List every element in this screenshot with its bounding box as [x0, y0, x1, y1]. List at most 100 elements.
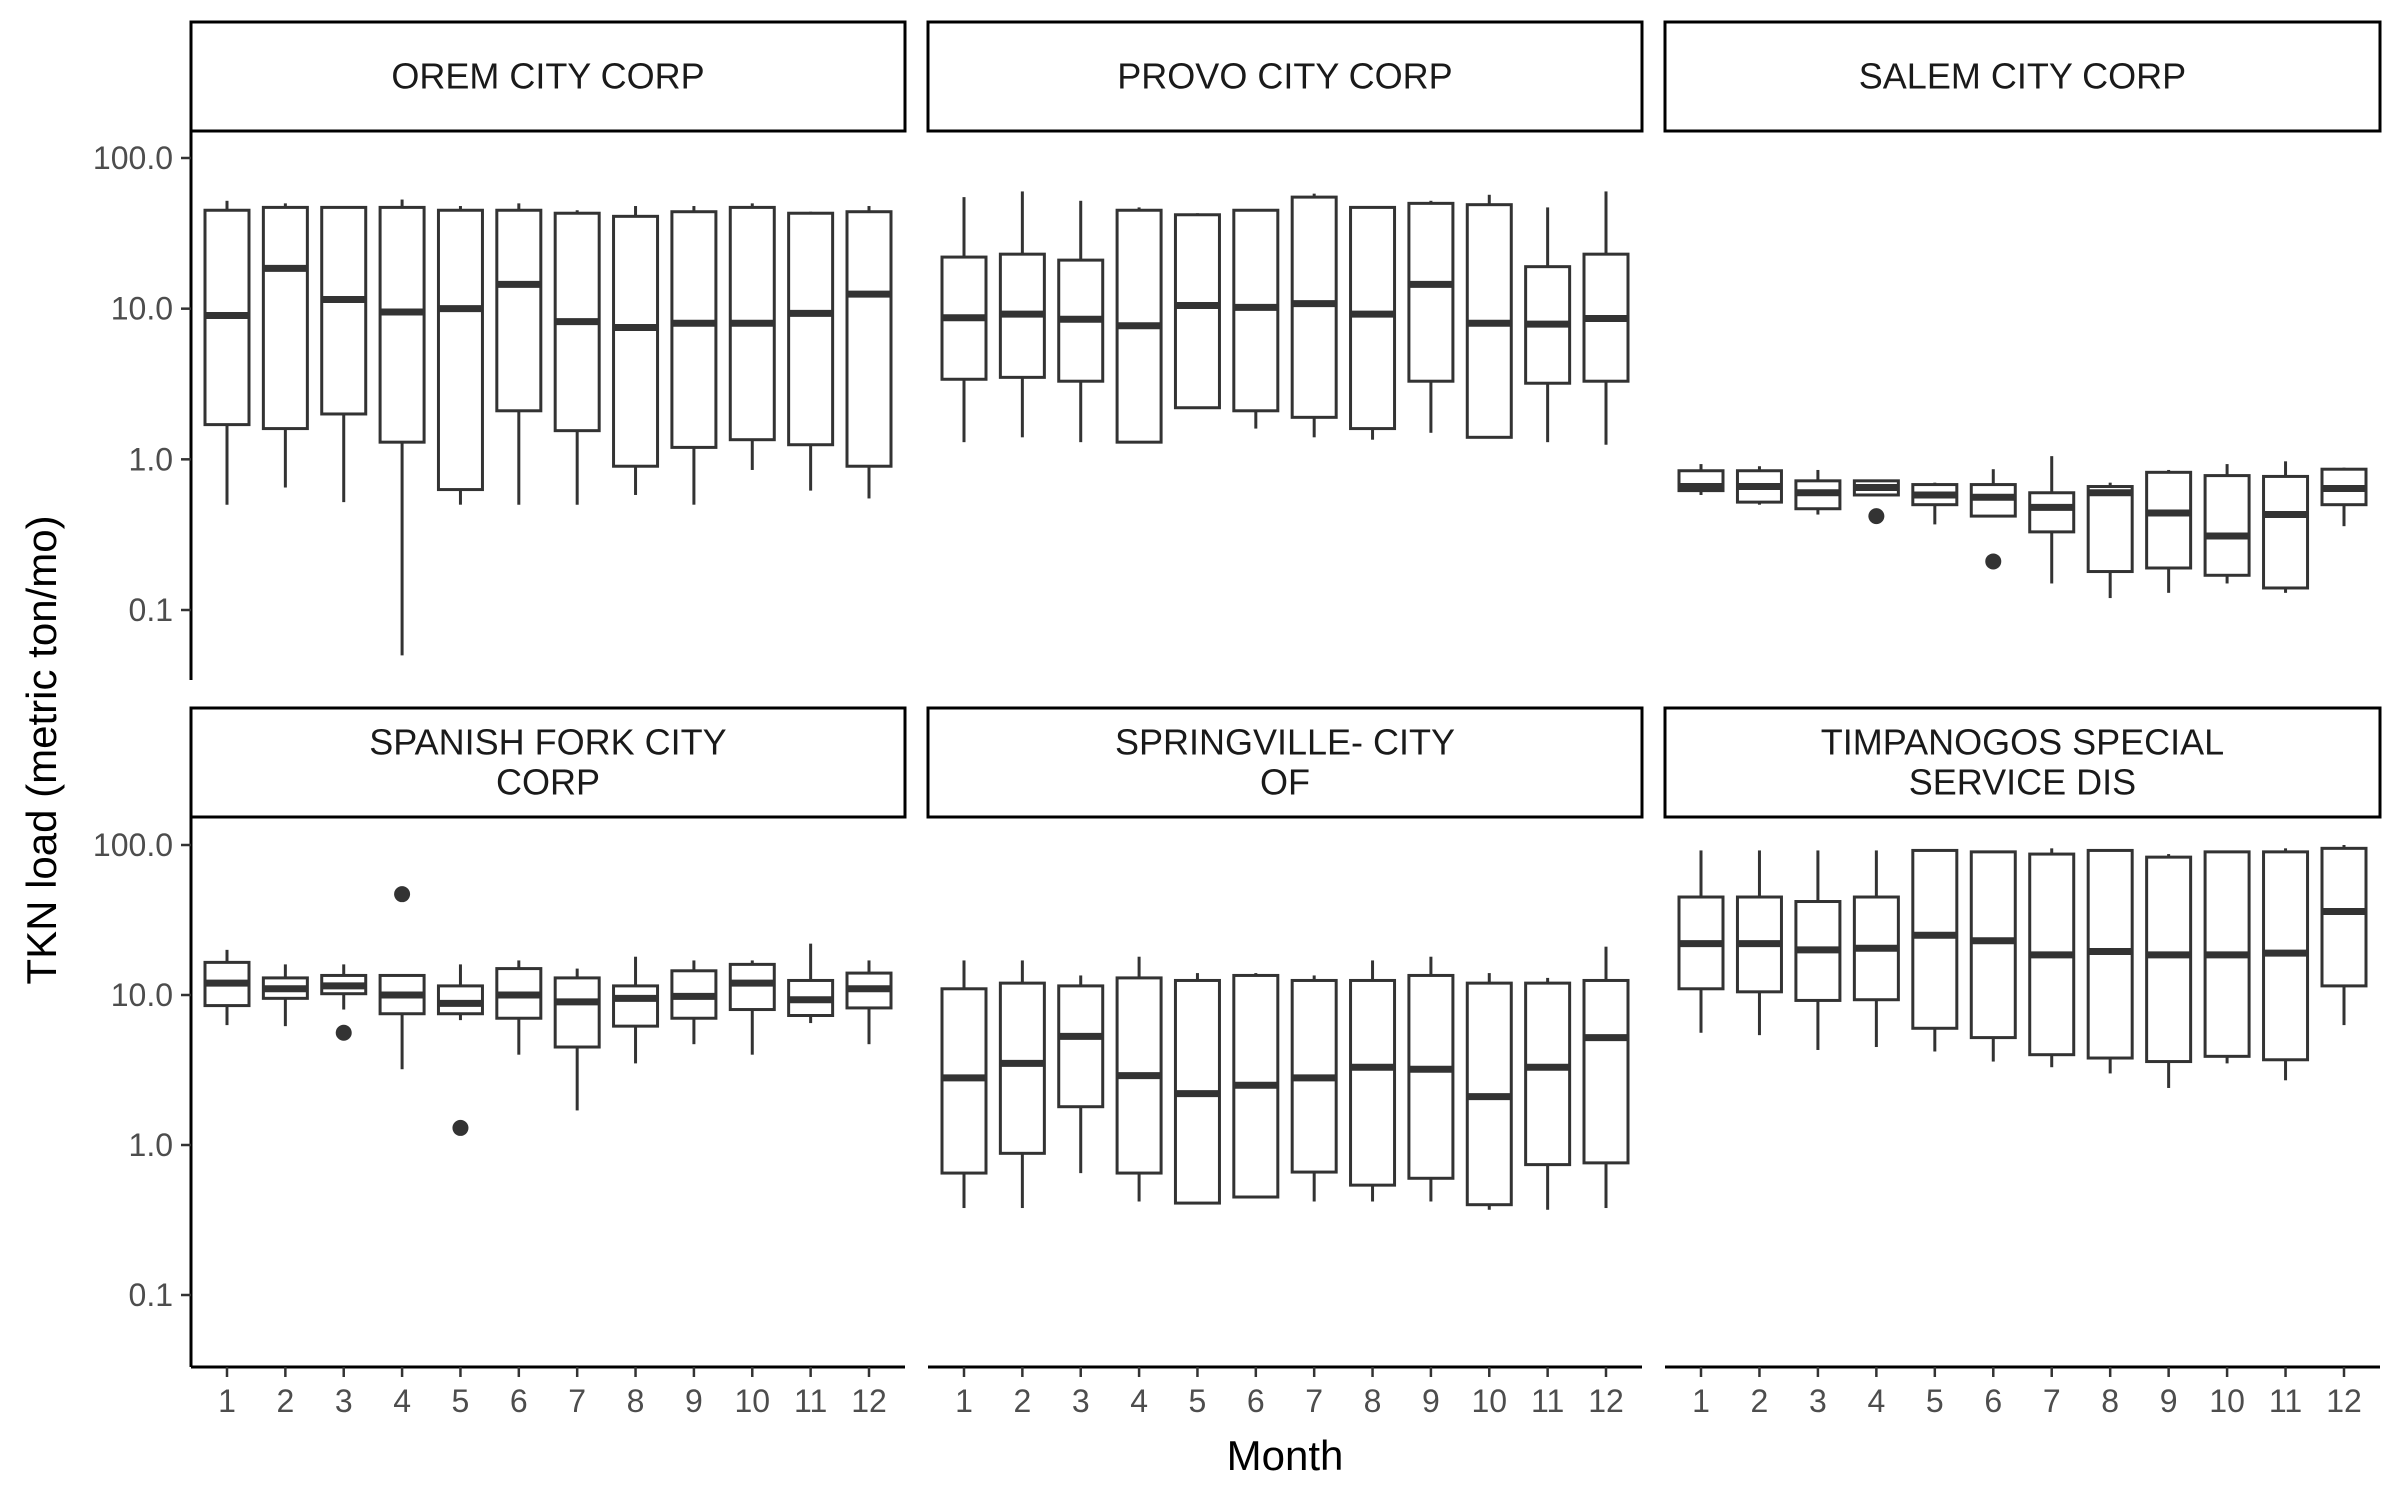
iqr-box	[2262, 474, 2310, 590]
box-month-9	[2145, 854, 2193, 1088]
x-tick-label: 12	[1588, 1383, 1624, 1419]
box-month-7	[553, 968, 601, 1111]
box-month-1	[940, 197, 988, 443]
box-month-8	[2086, 848, 2134, 1074]
iqr-box	[1524, 981, 1572, 1167]
box-month-4	[1852, 850, 1900, 1048]
iqr-box	[261, 205, 309, 431]
iqr-box	[1173, 213, 1221, 410]
iqr-box	[495, 208, 543, 413]
box-month-6	[495, 960, 543, 1055]
x-tick-label: 4	[1130, 1383, 1148, 1419]
box-month-2	[998, 960, 1046, 1209]
box-month-10	[728, 203, 776, 470]
x-tick-label: 6	[1984, 1383, 2002, 1419]
x-tick-label: 1	[955, 1383, 973, 1419]
iqr-box	[845, 210, 893, 468]
panel-strip-label: SALEM CITY CORP	[1859, 56, 2186, 97]
box-month-10	[728, 960, 776, 1055]
x-tick-label: 3	[335, 1383, 353, 1419]
x-tick-label: 3	[1809, 1383, 1827, 1419]
box-month-3	[1057, 200, 1105, 443]
box-month-2	[998, 191, 1046, 438]
box-month-9	[670, 206, 718, 505]
x-tick-label: 3	[1072, 1383, 1090, 1419]
box-month-6	[495, 203, 543, 505]
box-month-8	[1349, 960, 1397, 1202]
x-tick-label: 2	[276, 1383, 294, 1419]
box-month-5	[1911, 482, 1959, 525]
box-month-3	[320, 964, 368, 1010]
iqr-box	[1407, 201, 1455, 383]
box-month-7	[1290, 975, 1338, 1202]
x-tick-label: 8	[1364, 1383, 1382, 1419]
y-tick-label: 10.0	[111, 977, 173, 1013]
x-tick-label: 7	[1305, 1383, 1323, 1419]
outlier-point	[1868, 508, 1885, 525]
box-month-8	[2086, 482, 2134, 599]
outlier-point	[335, 1024, 352, 1041]
iqr-box	[787, 211, 835, 447]
x-tick-label: 9	[685, 1383, 703, 1419]
y-tick-label: 1.0	[129, 1127, 173, 1163]
box-month-9	[670, 960, 718, 1045]
panel-strip-label: OF	[1260, 762, 1310, 803]
x-tick-label: 4	[1867, 1383, 1885, 1419]
iqr-box	[436, 208, 484, 492]
box-month-11	[787, 943, 835, 1024]
box-month-2	[1735, 850, 1783, 1036]
iqr-box	[2145, 470, 2193, 570]
panel-strip-label: OREM CITY CORP	[391, 56, 704, 97]
iqr-box	[612, 214, 660, 468]
panel-3: SALEM CITY CORP	[1663, 20, 2382, 599]
box-month-4	[1115, 207, 1163, 444]
x-tick-label: 12	[851, 1383, 887, 1419]
box-month-10	[1465, 973, 1513, 1210]
box-month-7	[2028, 848, 2076, 1068]
x-tick-label: 8	[627, 1383, 645, 1419]
iqr-box	[1290, 195, 1338, 419]
iqr-box	[728, 962, 776, 1012]
panel-strip-label: SPRINGVILLE- CITY	[1115, 722, 1455, 763]
iqr-box	[1582, 978, 1630, 1165]
box-month-12	[845, 960, 893, 1045]
x-tick-label: 2	[1013, 1383, 1031, 1419]
panel-strip-label: SPANISH FORK CITY	[369, 722, 726, 763]
box-month-6	[1232, 973, 1280, 1199]
box-month-1	[203, 200, 251, 505]
panel-strip	[189, 20, 907, 133]
box-month-4	[1852, 479, 1900, 497]
iqr-box	[320, 205, 368, 416]
x-tick-label: 5	[452, 1383, 470, 1419]
iqr-box	[670, 210, 718, 449]
y-tick-label: 100.0	[93, 140, 173, 176]
x-tick-label: 9	[1422, 1383, 1440, 1419]
box-month-10	[2203, 850, 2251, 1064]
x-tick-label: 11	[794, 1383, 827, 1419]
iqr-box	[1911, 848, 1959, 1030]
panel-strip	[189, 706, 907, 819]
box-month-4	[1115, 956, 1163, 1202]
x-tick-label: 5	[1189, 1383, 1207, 1419]
panel-strip	[1663, 20, 2382, 133]
box-month-5	[1173, 973, 1221, 1205]
iqr-box	[436, 984, 484, 1016]
y-tick-label: 0.1	[129, 592, 173, 628]
box-month-5	[436, 964, 484, 1021]
x-tick-label: 11	[1531, 1383, 1564, 1419]
box-month-10	[1465, 194, 1513, 439]
box-month-8	[612, 206, 660, 495]
panel-strip-label: SERVICE DIS	[1909, 762, 2136, 803]
iqr-box	[2145, 855, 2193, 1064]
box-month-11	[2262, 848, 2310, 1081]
iqr-box	[998, 981, 1046, 1155]
iqr-box	[2320, 846, 2368, 988]
x-tick-label: 6	[1247, 1383, 1265, 1419]
box-month-3	[1794, 469, 1842, 515]
outlier-point	[1985, 553, 2002, 570]
iqr-box	[2203, 474, 2251, 577]
box-month-11	[1524, 207, 1572, 443]
x-tick-label: 6	[510, 1383, 528, 1419]
